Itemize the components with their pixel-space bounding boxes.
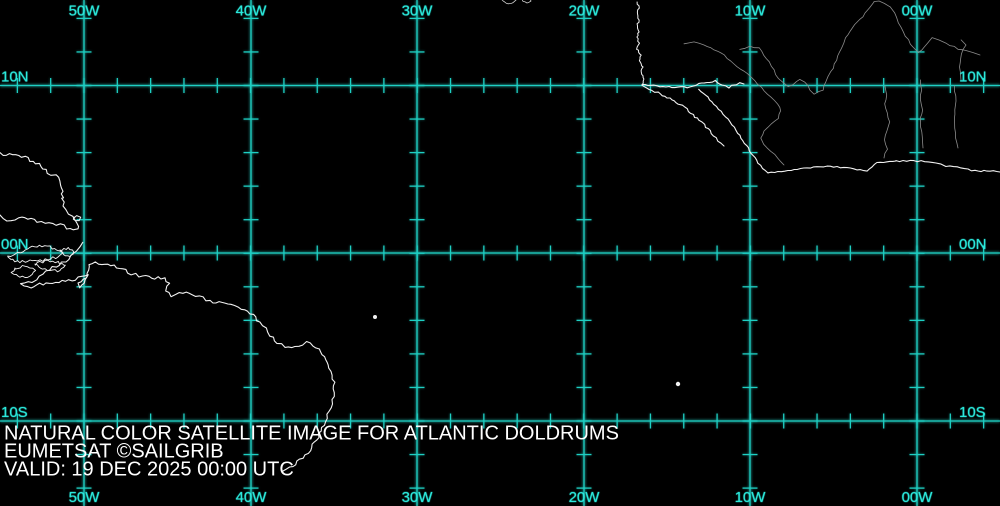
svg-text:VALID: 19 DEC 2025 00:00 UTC: VALID: 19 DEC 2025 00:00 UTC — [4, 459, 294, 481]
